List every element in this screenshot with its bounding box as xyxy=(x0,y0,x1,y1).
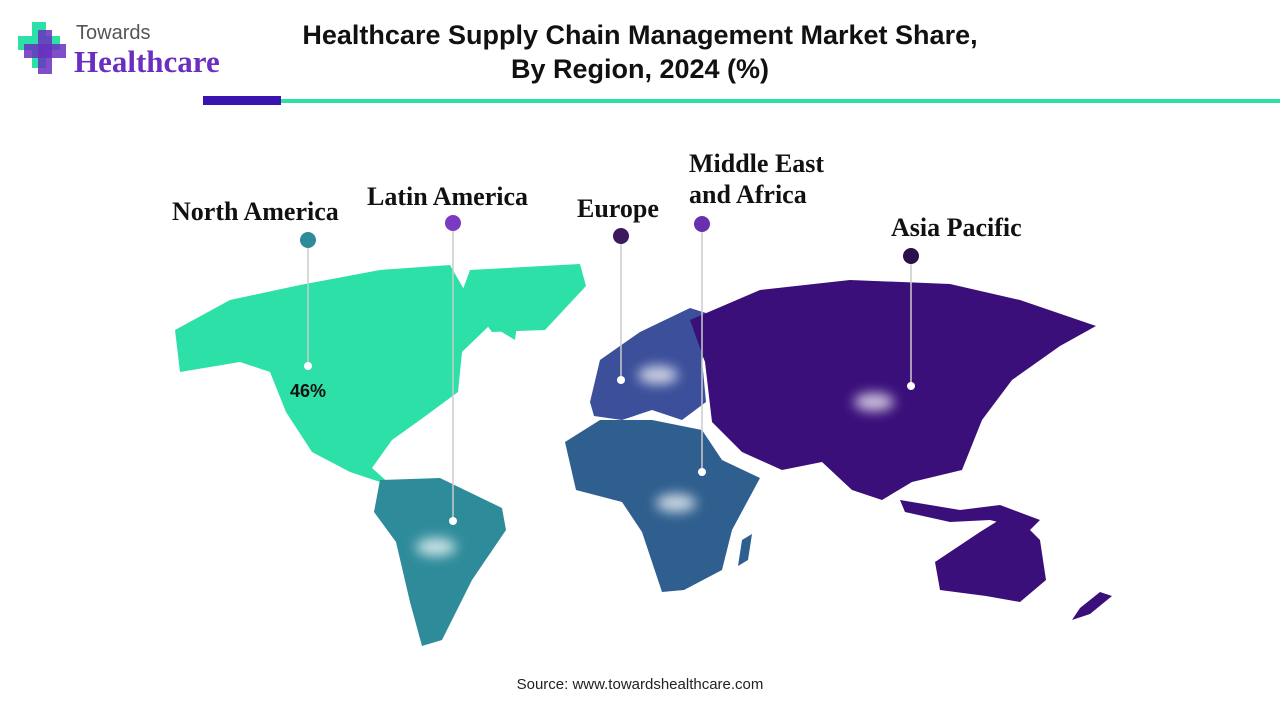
region-label: Europe xyxy=(577,194,659,223)
title-line: Healthcare Supply Chain Management Marke… xyxy=(302,20,978,50)
header-bar xyxy=(203,96,281,105)
south-america xyxy=(374,478,506,646)
region-label: Middle East and Africa xyxy=(689,149,825,209)
source: Source: www.towardshealthcare.com xyxy=(516,676,764,693)
leaders xyxy=(307,223,912,521)
north-america xyxy=(175,265,520,486)
region-label: North America xyxy=(172,197,339,226)
region-label: Asia Pacific xyxy=(891,213,1022,242)
asia xyxy=(690,280,1096,500)
title: Healthcare Supply Chain Management Marke… xyxy=(300,18,980,86)
blurred-values xyxy=(416,366,894,556)
new-zealand xyxy=(1072,592,1112,620)
region-label: Latin America xyxy=(367,182,529,211)
madagascar xyxy=(738,534,752,566)
europe xyxy=(590,308,722,420)
title-line: By Region, 2024 (%) xyxy=(510,54,770,84)
australia xyxy=(935,512,1046,602)
logo-text: Towards xyxy=(76,22,151,44)
share-label: 46% xyxy=(290,381,327,401)
header-rule xyxy=(281,99,1280,103)
logo-icon xyxy=(18,22,66,74)
dots xyxy=(300,215,919,525)
logo-text: Healthcare xyxy=(74,44,220,79)
greenland xyxy=(462,264,586,332)
